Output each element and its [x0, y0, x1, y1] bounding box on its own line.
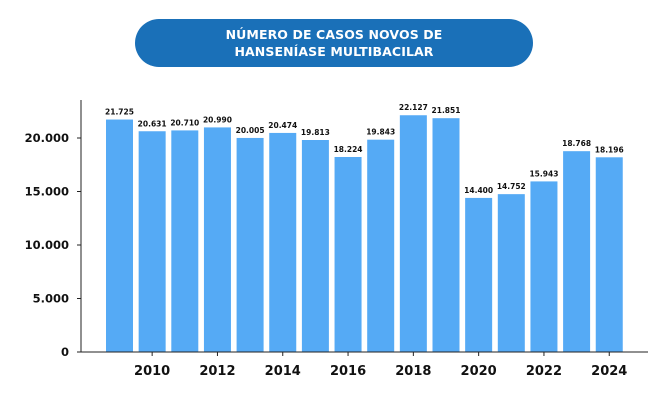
y-tick-label: 20.000 — [25, 131, 69, 145]
chart-title-line-1: NÚMERO DE CASOS NOVOS DE — [225, 27, 443, 42]
bar-2009 — [106, 119, 133, 352]
bar-value-label-2018: 22.127 — [399, 103, 428, 112]
bar-2019 — [432, 118, 460, 352]
bar-2010 — [138, 131, 166, 352]
bar-value-label-2016: 18.224 — [334, 145, 363, 154]
bar-2015 — [301, 140, 329, 352]
bar-2016 — [334, 157, 362, 352]
x-tick-label-2022: 2022 — [526, 364, 562, 379]
x-tick-label-2012: 2012 — [199, 364, 235, 379]
chart-title-line-2: HANSENÍASE MULTIBACILAR — [234, 44, 434, 59]
x-tick-label-2024: 2024 — [591, 364, 627, 379]
y-axis-ticks: 0 5.000 10.000 15.000 20.000 — [25, 131, 81, 359]
bar-2018 — [399, 115, 427, 353]
axes — [80, 100, 648, 353]
bar-2017 — [367, 139, 395, 352]
bar-2012 — [203, 127, 231, 352]
y-tick-label: 10.000 — [25, 238, 69, 252]
bar-value-label-2023: 18.768 — [562, 139, 591, 148]
chart-title: NÚMERO DE CASOS NOVOS DE HANSENÍASE MULT… — [135, 19, 533, 67]
bar-2023 — [563, 151, 591, 352]
bar-value-label-2017: 19.843 — [366, 128, 395, 137]
x-tick-label-2020: 2020 — [461, 364, 497, 379]
bar-value-label-2009: 21.725 — [105, 108, 134, 117]
x-tick-label-2010: 2010 — [134, 364, 170, 379]
bar-value-label-2015: 19.813 — [301, 128, 330, 137]
bar-value-label-2012: 20.990 — [203, 115, 232, 124]
x-tick-label-2018: 2018 — [395, 364, 431, 379]
x-tick-label-2014: 2014 — [265, 364, 301, 379]
bar-2020 — [465, 197, 493, 352]
bar-value-label-2011: 20.710 — [170, 118, 199, 127]
y-tick-label: 15.000 — [25, 185, 69, 199]
y-tick-label: 5.000 — [33, 292, 69, 306]
bar-2011 — [171, 130, 199, 352]
bar-2021 — [497, 194, 525, 352]
x-tick-label-2016: 2016 — [330, 364, 366, 379]
bar-value-label-2024: 18.196 — [595, 145, 624, 154]
bar-value-label-2010: 20.631 — [138, 119, 167, 128]
bar-value-label-2019: 21.851 — [432, 106, 461, 115]
bar-2022 — [530, 181, 558, 352]
bar-2013 — [236, 137, 264, 352]
bar-value-label-2013: 20.005 — [236, 126, 265, 135]
bar-2024 — [595, 157, 623, 352]
bar-value-label-2021: 14.752 — [497, 182, 526, 191]
bars — [106, 115, 623, 353]
bar-value-label-2014: 20.474 — [268, 121, 297, 130]
bar-value-label-2020: 14.400 — [464, 186, 493, 195]
bar-value-label-2022: 15.943 — [529, 169, 558, 178]
y-tick-label: 0 — [61, 345, 69, 359]
x-axis-ticks: 2010 2012 2014 2016 2018 2020 2022 2024 — [134, 352, 627, 379]
bar-2014 — [269, 132, 297, 352]
